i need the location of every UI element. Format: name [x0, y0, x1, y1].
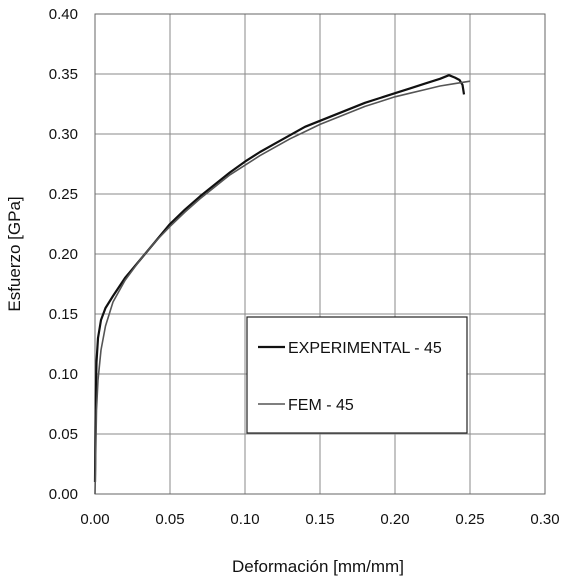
- x-tick-label: 0.00: [80, 511, 109, 528]
- grid: [95, 14, 545, 494]
- x-tick-label: 0.20: [380, 511, 409, 528]
- legend-box: [246, 316, 468, 434]
- series-layer: [93, 74, 471, 495]
- y-tick-label: 0.25: [49, 186, 78, 203]
- legend: EXPERIMENTAL - 45 FEM - 45: [246, 316, 468, 434]
- y-tick-label: 0.10: [49, 366, 78, 383]
- x-tick-label: 0.30: [530, 511, 559, 528]
- x-axis-ticks: 0.00 0.05 0.10 0.15 0.20 0.25 0.30: [80, 511, 559, 528]
- x-tick-label: 0.10: [230, 511, 259, 528]
- x-tick-label: 0.25: [455, 511, 484, 528]
- y-tick-label: 0.30: [49, 126, 78, 143]
- x-tick-label: 0.15: [305, 511, 334, 528]
- y-tick-label: 0.05: [49, 426, 78, 443]
- legend-label-experimental: EXPERIMENTAL - 45: [288, 340, 442, 357]
- legend-label-fem: FEM - 45: [288, 397, 354, 414]
- y-axis-ticks: 0.00 0.05 0.10 0.15 0.20 0.25 0.30 0.35 0.40: [49, 6, 78, 503]
- y-tick-label: 0.35: [49, 66, 78, 83]
- y-tick-label: 0.20: [49, 246, 78, 263]
- y-tick-label: 0.40: [49, 6, 78, 23]
- x-tick-label: 0.05: [155, 511, 184, 528]
- y-tick-label: 0.00: [49, 486, 78, 503]
- y-axis-title: Esfuerzo [GPa]: [5, 196, 24, 311]
- series-line-fem: [94, 80, 471, 495]
- series-line-experimental: [93, 74, 466, 483]
- plot-area-frame: [94, 13, 546, 495]
- x-axis-title: Deformación [mm/mm]: [232, 557, 404, 576]
- y-tick-label: 0.15: [49, 306, 78, 323]
